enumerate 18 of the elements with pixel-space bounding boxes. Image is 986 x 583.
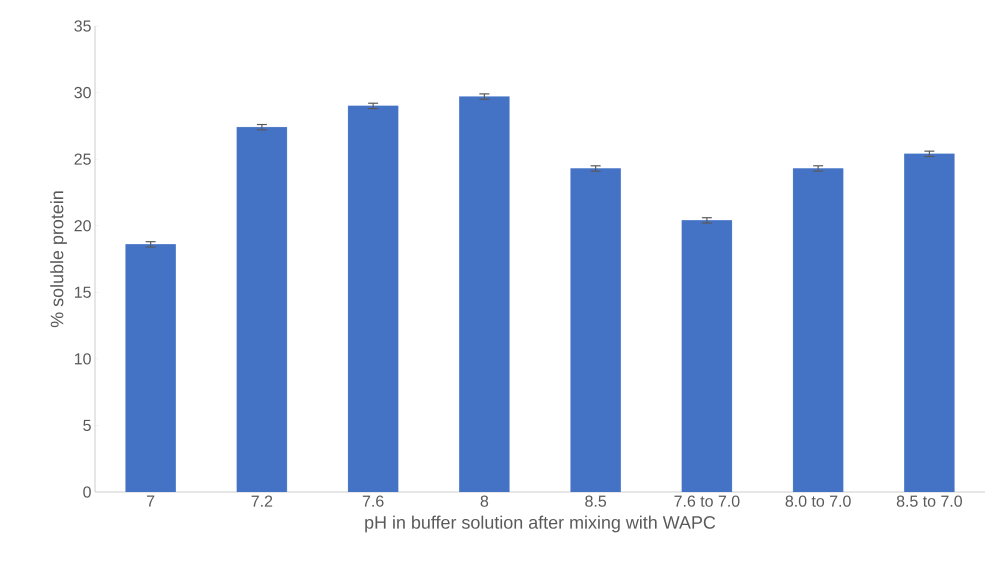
y-tick-label: 10 xyxy=(74,353,91,364)
x-tick-label: 8 xyxy=(480,496,488,507)
y-tick-label: 15 xyxy=(74,286,91,298)
x-tick-label: 8.5 to 7.0 xyxy=(896,496,962,507)
x-tick-label: 7.6 to 7.0 xyxy=(674,496,740,507)
y-tick-label: 5 xyxy=(83,420,91,431)
x-tick-label: 7 xyxy=(147,496,154,506)
x-tick-label: 8.0 to 7.0 xyxy=(786,496,851,507)
y-tick-label: 30 xyxy=(74,86,91,98)
y-tick-label: 35 xyxy=(74,20,91,32)
y-tick-label: 0 xyxy=(83,486,91,498)
x-tick-label: 7.2 xyxy=(252,496,272,507)
x-tick-label: 7.6 xyxy=(362,496,384,507)
y-tick-label: 20 xyxy=(74,220,91,232)
x-axis-title: pH in buffer solution after mixing with WAPC xyxy=(365,516,716,532)
y-axis-title: % soluble protein xyxy=(50,191,67,328)
y-tick-label: 25 xyxy=(74,154,91,165)
x-tick-label: 8.5 xyxy=(585,496,606,507)
